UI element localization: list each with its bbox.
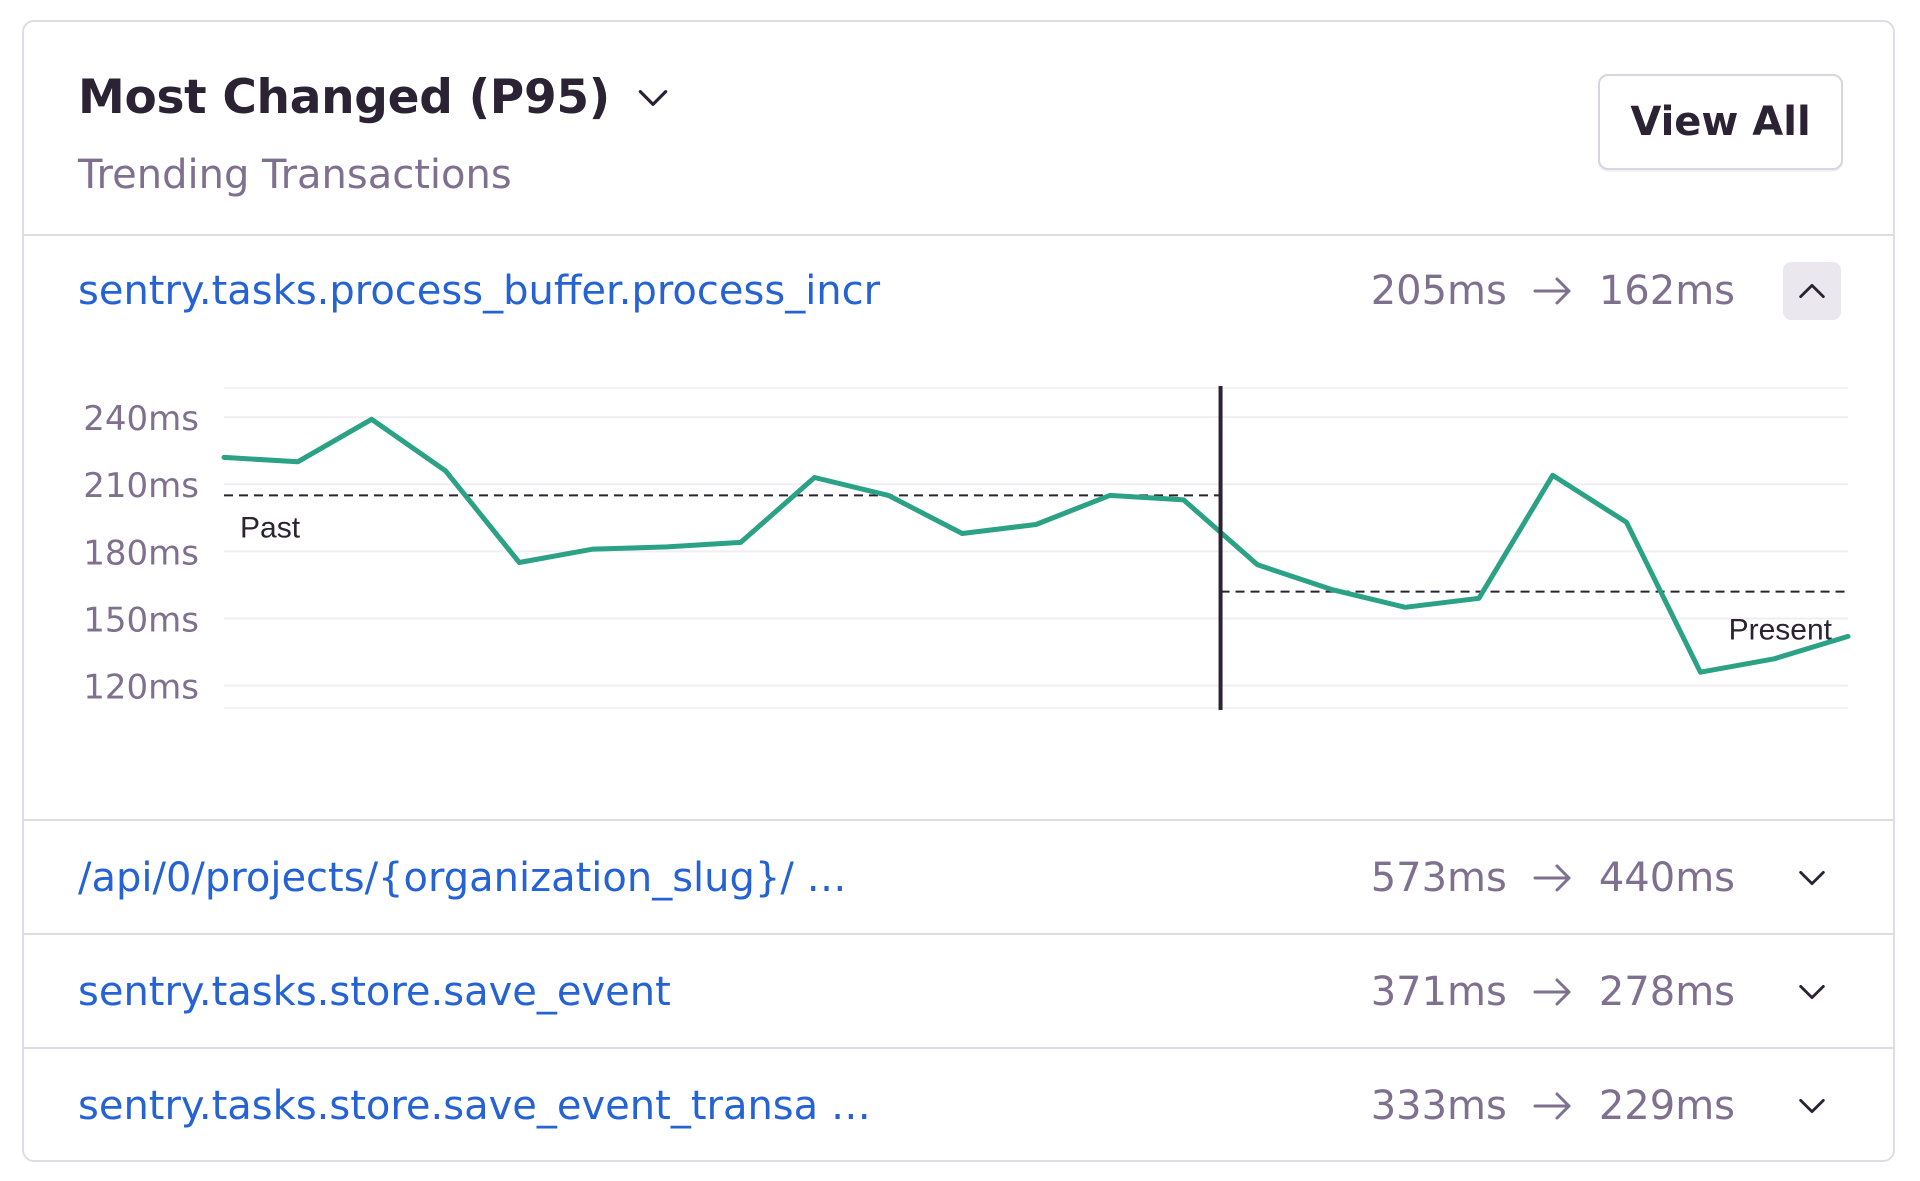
chevron-up-icon: [1799, 283, 1825, 299]
transaction-link[interactable]: sentry.tasks.store.save_event_transa …: [78, 1083, 871, 1129]
transaction-row-header: sentry.tasks.store.save_event 371ms 278m…: [24, 935, 1893, 1049]
chevron-down-icon: [1799, 870, 1825, 886]
widget-title-dropdown[interactable]: Most Changed (P95): [78, 70, 672, 125]
transaction-row: /api/0/projects/{organization_slug}/ … 5…: [24, 821, 1893, 935]
arrow-right-icon: [1533, 277, 1571, 305]
duration-after: 162ms: [1598, 268, 1735, 314]
trend-series-line: [221, 416, 1851, 675]
duration-change: 371ms 278ms: [1371, 969, 1735, 1015]
expand-row-button[interactable]: [1783, 849, 1841, 907]
trend-chart: 240ms 210ms 180ms 150ms 120ms Past Present: [83, 386, 1851, 710]
arrow-right-icon: [1533, 864, 1571, 892]
present-label: Present: [1729, 614, 1833, 647]
duration-after: 229ms: [1598, 1083, 1735, 1129]
duration-change: 573ms 440ms: [1371, 855, 1735, 901]
collapse-row-button[interactable]: [1783, 262, 1841, 320]
widget-title[interactable]: Most Changed (P95): [78, 70, 610, 125]
chevron-down-icon[interactable]: [634, 79, 672, 117]
y-tick-label: 210ms: [83, 466, 199, 506]
chevron-down-icon: [1799, 984, 1825, 1000]
duration-after: 278ms: [1598, 969, 1735, 1015]
duration-change: 333ms 229ms: [1371, 1083, 1735, 1129]
expand-row-button[interactable]: [1783, 963, 1841, 1021]
duration-before: 573ms: [1370, 855, 1507, 901]
duration-before: 333ms: [1370, 1083, 1507, 1129]
expand-row-button[interactable]: [1783, 1077, 1841, 1135]
transaction-row: sentry.tasks.store.save_event 371ms 278m…: [24, 935, 1893, 1049]
arrow-right-icon: [1533, 1092, 1571, 1120]
y-tick-label: 180ms: [83, 533, 199, 573]
view-all-button[interactable]: View All: [1598, 74, 1843, 170]
duration-after: 440ms: [1598, 855, 1735, 901]
y-tick-label: 150ms: [83, 600, 199, 640]
transaction-link[interactable]: sentry.tasks.process_buffer.process_incr: [78, 268, 881, 314]
transaction-link[interactable]: /api/0/projects/{organization_slug}/ …: [78, 855, 847, 901]
arrow-right-icon: [1533, 978, 1571, 1006]
transaction-link[interactable]: sentry.tasks.store.save_event: [78, 969, 671, 1015]
widget-subtitle: Trending Transactions: [78, 152, 512, 198]
chevron-down-icon: [1799, 1098, 1825, 1114]
transaction-row: sentry.tasks.process_buffer.process_incr…: [24, 234, 1893, 821]
transaction-row: sentry.tasks.store.save_event_transa … 3…: [24, 1049, 1893, 1160]
duration-before: 205ms: [1370, 268, 1507, 314]
transaction-row-header: sentry.tasks.process_buffer.process_incr…: [24, 234, 1893, 348]
transaction-row-header: sentry.tasks.store.save_event_transa … 3…: [24, 1049, 1893, 1160]
past-label: Past: [240, 511, 301, 544]
transaction-row-header: /api/0/projects/{organization_slug}/ … 5…: [24, 821, 1893, 935]
duration-change: 205ms 162ms: [1371, 268, 1735, 314]
y-tick-label: 120ms: [83, 668, 199, 708]
y-tick-label: 240ms: [83, 399, 199, 439]
duration-before: 371ms: [1370, 969, 1507, 1015]
trending-transactions-widget: Most Changed (P95) Trending Transactions…: [22, 20, 1895, 1162]
widget-header: Most Changed (P95) Trending Transactions…: [24, 22, 1893, 236]
